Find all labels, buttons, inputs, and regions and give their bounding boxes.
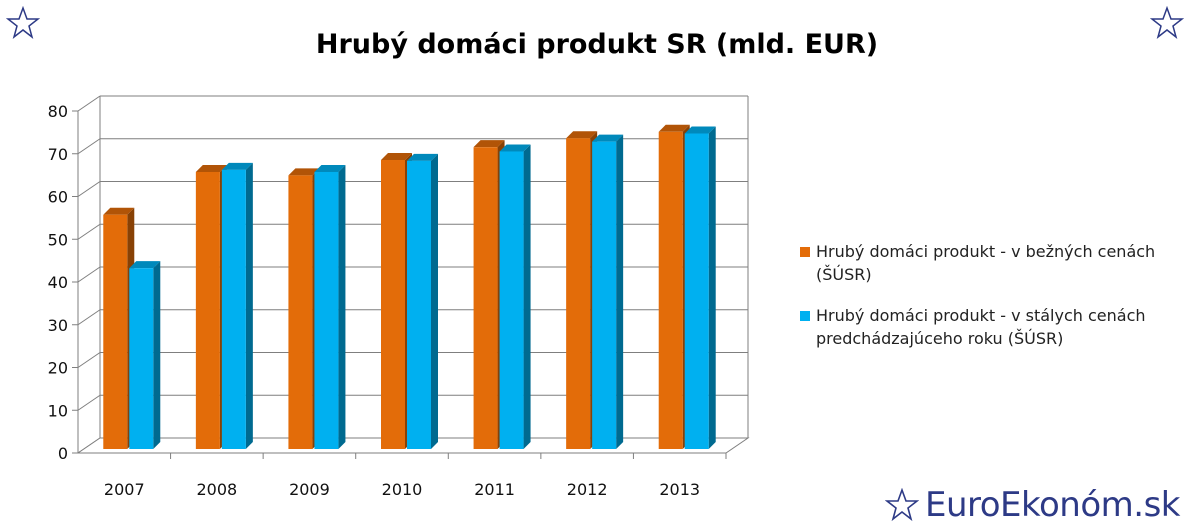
bar-top (103, 207, 135, 215)
bar-top (499, 144, 531, 152)
gridline-depth (77, 266, 101, 283)
bar (592, 141, 617, 449)
x-tick-label: 2011 (474, 480, 515, 499)
chart-title: Hrubý domáci produkt SR (mld. EUR) (316, 29, 878, 60)
bar (314, 171, 339, 450)
legend: Hrubý domáci produkt - v bežných cenách … (800, 240, 1180, 368)
brand-logo: EuroEkonóm.sk (884, 485, 1181, 525)
legend-swatch (800, 311, 810, 321)
bar-top (473, 140, 505, 148)
bar-top (566, 131, 598, 139)
plot-area: 0 10 20 30 40 50 60 70 80 2007 2008 2009 2010 2011 201… (48, 95, 750, 499)
bar-top (129, 261, 161, 269)
y-tick-label: 80 (48, 102, 68, 121)
bar (407, 160, 431, 450)
y-tick-label: 60 (48, 188, 68, 207)
bar (658, 131, 683, 450)
y-tick-label: 40 (48, 273, 68, 292)
bar-top (195, 164, 227, 172)
bar (473, 147, 498, 449)
legend-label: Hrubý domáci produkt - v stálych cenách … (816, 306, 1146, 348)
bar-side (431, 153, 438, 450)
bar (566, 138, 591, 449)
bar-side (245, 162, 253, 449)
bar-top (407, 153, 438, 161)
x-tick-label: 2007 (104, 480, 145, 499)
bar (129, 268, 154, 449)
bar-top (221, 162, 253, 170)
x-tick-label: 2013 (659, 480, 700, 499)
gridline-depth (77, 138, 101, 155)
star-icon (884, 488, 919, 522)
legend-label: Hrubý domáci produkt - v bežných cenách … (816, 242, 1156, 284)
bar-top (288, 168, 320, 176)
x-tick-label: 2008 (196, 480, 237, 499)
brand-name: EuroEkonóm.sk (924, 485, 1181, 525)
y-tick-label: 50 (48, 230, 68, 249)
x-tick-label: 2010 (382, 480, 423, 499)
gridline-depth (77, 181, 101, 197)
bar-top (658, 124, 690, 132)
bar-top (314, 164, 346, 172)
star-icon (6, 6, 40, 39)
y-tick-label: 0 (58, 444, 68, 463)
bar-top (592, 134, 624, 142)
bar-side (616, 134, 624, 449)
gridline-depth (77, 95, 101, 112)
bar (103, 214, 128, 449)
bar (684, 133, 709, 449)
bar-side (708, 126, 716, 449)
gridline-depth (77, 223, 101, 240)
bar (221, 169, 246, 449)
legend-item: Hrubý domáci produkt - v stálych cenách … (800, 304, 1180, 350)
gridline-depth (77, 309, 101, 326)
bar-side (523, 144, 531, 449)
gridline-depth (77, 394, 101, 411)
bar (499, 151, 524, 449)
y-tick-label: 70 (48, 145, 68, 164)
bar (288, 175, 313, 449)
bar-side (153, 261, 161, 449)
bar (381, 160, 405, 449)
bar-side (338, 164, 346, 450)
bar-top (684, 126, 716, 134)
y-tick-label: 10 (48, 401, 68, 420)
x-tick-label: 2009 (289, 480, 330, 499)
legend-swatch (800, 247, 810, 257)
gridline-depth (77, 352, 101, 368)
y-tick-label: 20 (48, 359, 68, 378)
legend-item: Hrubý domáci produkt - v bežných cenách … (800, 240, 1180, 286)
bar-top (381, 153, 412, 161)
y-tick-label: 30 (48, 316, 68, 335)
bar (195, 171, 220, 450)
star-icon (1150, 6, 1184, 39)
x-tick-label: 2012 (567, 480, 608, 499)
